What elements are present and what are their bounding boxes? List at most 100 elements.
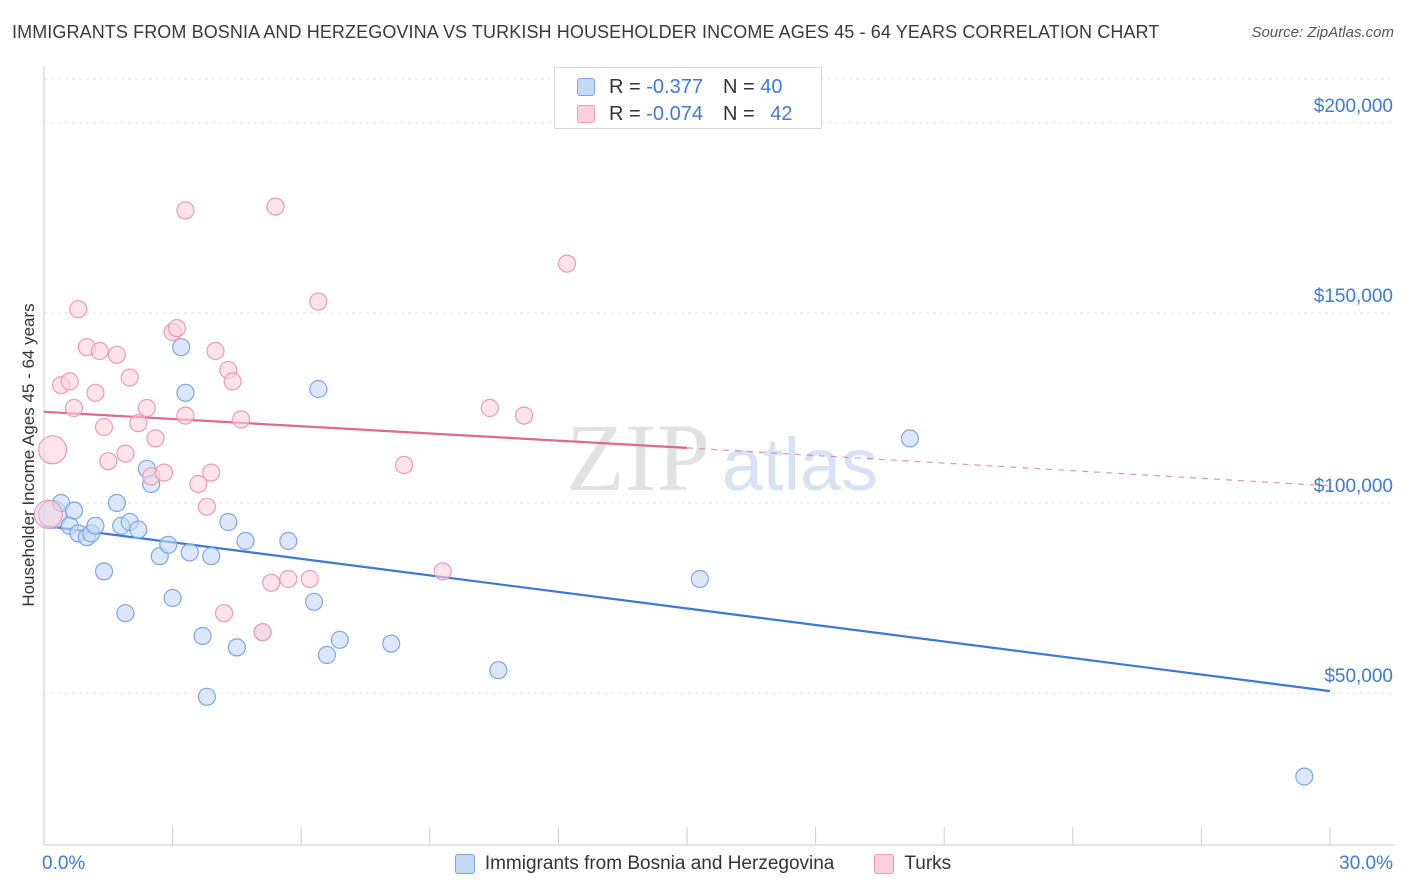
point-turks[interactable] <box>33 499 63 530</box>
point-bosnia[interactable] <box>129 520 148 539</box>
point-turks[interactable] <box>480 398 499 418</box>
series-swatch-turks <box>874 854 895 874</box>
series-legend-label: Turks <box>904 853 952 874</box>
point-bosnia[interactable] <box>176 383 195 402</box>
point-turks[interactable] <box>197 497 216 516</box>
legend-r-label: R = <box>609 75 647 98</box>
trend-lines <box>43 410 1331 693</box>
point-turks[interactable] <box>86 383 105 402</box>
point-turks[interactable] <box>300 569 319 589</box>
y-tick-label: $200,000 <box>1314 96 1393 117</box>
series-legend-item-turks[interactable]: Turks <box>874 853 951 875</box>
point-turks[interactable] <box>69 300 88 319</box>
legend-row-turks: R = -0.074 N = 42 <box>577 99 792 129</box>
point-turks[interactable] <box>146 429 165 448</box>
point-turks[interactable] <box>107 345 126 364</box>
point-bosnia[interactable] <box>180 543 199 562</box>
y-tick-label: $50,000 <box>1324 666 1393 687</box>
point-bosnia[interactable] <box>197 687 216 706</box>
point-turks[interactable] <box>99 452 118 471</box>
series-legend: Immigrants from Bosnia and Herzegovina T… <box>0 850 1406 878</box>
legend-r-value: -0.074 <box>646 102 703 125</box>
point-bosnia[interactable] <box>279 531 298 551</box>
point-turks[interactable] <box>253 623 272 642</box>
legend-swatch-turks <box>577 105 595 123</box>
point-turks[interactable] <box>232 410 251 429</box>
point-turks[interactable] <box>154 463 174 482</box>
point-turks[interactable] <box>129 414 148 433</box>
point-bosnia[interactable] <box>317 645 337 665</box>
grid-lines <box>44 78 1394 694</box>
legend-swatch-bosnia <box>577 78 595 96</box>
point-turks[interactable] <box>394 455 414 475</box>
source-credit: Source: ZipAtlas.com <box>1251 24 1394 41</box>
x-tick-label-min: 0.0% <box>42 853 85 874</box>
legend-n-value: 42 <box>770 102 793 125</box>
point-turks[interactable] <box>137 398 156 418</box>
point-turks[interactable] <box>202 463 221 482</box>
legend-n-label: N = <box>722 75 761 98</box>
point-turks[interactable] <box>214 604 234 623</box>
trend-line-0 <box>43 524 1331 693</box>
legend-r-label: R = <box>609 102 647 125</box>
point-bosnia[interactable] <box>159 535 178 554</box>
data-points <box>33 197 1314 786</box>
point-bosnia[interactable] <box>163 588 182 608</box>
point-bosnia[interactable] <box>227 638 246 657</box>
point-turks[interactable] <box>116 444 135 463</box>
point-bosnia[interactable] <box>86 516 105 535</box>
point-turks[interactable] <box>262 573 281 592</box>
point-turks[interactable] <box>64 398 84 418</box>
point-bosnia[interactable] <box>330 630 349 649</box>
point-turks[interactable] <box>189 474 208 494</box>
point-bosnia[interactable] <box>489 661 508 680</box>
point-turks[interactable] <box>94 417 114 437</box>
point-bosnia[interactable] <box>202 547 221 566</box>
series-swatch-bosnia <box>454 854 475 874</box>
point-turks[interactable] <box>557 254 577 273</box>
point-bosnia[interactable] <box>64 501 84 520</box>
point-turks[interactable] <box>176 201 195 220</box>
tick-labels: $50,000 $100,000 $150,000 $200,000 <box>1314 96 1393 687</box>
point-bosnia[interactable] <box>304 592 324 611</box>
point-turks[interactable] <box>90 341 109 361</box>
point-turks[interactable] <box>167 319 186 338</box>
point-turks[interactable] <box>279 569 298 589</box>
point-bosnia[interactable] <box>1295 767 1314 786</box>
point-bosnia[interactable] <box>193 626 212 646</box>
point-bosnia[interactable] <box>172 338 191 357</box>
point-bosnia[interactable] <box>236 531 255 551</box>
point-turks[interactable] <box>37 435 68 465</box>
point-turks[interactable] <box>515 406 534 425</box>
point-bosnia[interactable] <box>116 604 135 623</box>
point-bosnia[interactable] <box>309 379 328 399</box>
point-turks[interactable] <box>223 372 242 391</box>
point-bosnia[interactable] <box>900 429 920 448</box>
point-bosnia[interactable] <box>690 569 709 589</box>
legend-row-bosnia: R = -0.377 N = 40 <box>577 72 782 102</box>
watermark-zip: ZIP <box>566 404 710 511</box>
point-turks[interactable] <box>176 406 195 425</box>
point-bosnia[interactable] <box>107 493 126 513</box>
y-axis-label: Householder Income Ages 45 - 64 years <box>19 303 38 606</box>
legend-n-value: 40 <box>760 75 783 98</box>
axes <box>43 66 1394 846</box>
legend-r-value: -0.377 <box>646 75 703 98</box>
point-turks[interactable] <box>433 562 452 581</box>
watermark-atlas: atlas <box>722 423 878 506</box>
chart-title: IMMIGRANTS FROM BOSNIA AND HERZEGOVINA V… <box>12 22 1160 42</box>
point-bosnia[interactable] <box>94 562 114 581</box>
point-turks[interactable] <box>120 368 139 387</box>
y-tick-label: $100,000 <box>1314 476 1393 497</box>
series-legend-item-bosnia[interactable]: Immigrants from Bosnia and Herzegovina <box>454 853 834 875</box>
trend-line-1 <box>43 410 688 449</box>
point-turks[interactable] <box>309 292 328 311</box>
point-turks[interactable] <box>206 341 225 361</box>
point-bosnia[interactable] <box>382 634 401 653</box>
point-turks[interactable] <box>60 372 79 391</box>
point-bosnia[interactable] <box>219 512 238 532</box>
y-tick-label: $150,000 <box>1314 286 1393 307</box>
point-turks[interactable] <box>266 197 285 216</box>
legend-n-label: N = <box>722 102 761 125</box>
